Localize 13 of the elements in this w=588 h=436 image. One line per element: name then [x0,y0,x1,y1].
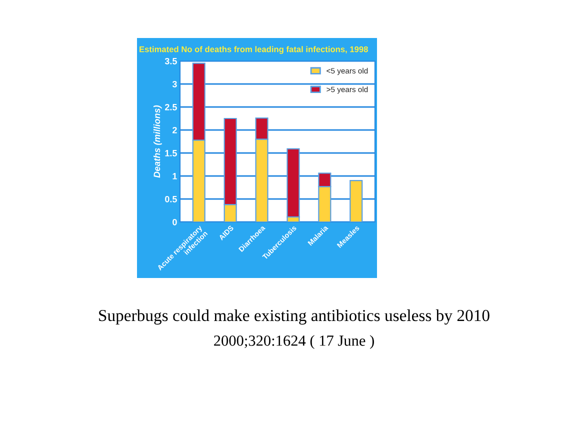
y-tick-label: 2 [172,126,177,134]
y-tick-label: 0 [172,218,177,226]
text: Superbugs could make existing antibiotics useless by 2010 [99,309,490,325]
y-tick-label: 3 [172,80,177,88]
bar [350,180,363,222]
text: 2000;320:1624 ( 17 June ) [214,335,374,349]
y-tick-label: 2.5 [164,104,177,110]
y-tick-label: 1.5 [165,150,177,156]
y-axis-title: Deaths (millions) [153,105,162,178]
chart-title: Estimated No of deaths from leading fatal infections, 1998 [140,46,368,54]
y-tick-label: 1 [172,173,177,180]
y-tick-label: 3.5 [164,58,177,64]
y-tick-label: 0.5 [165,196,177,202]
